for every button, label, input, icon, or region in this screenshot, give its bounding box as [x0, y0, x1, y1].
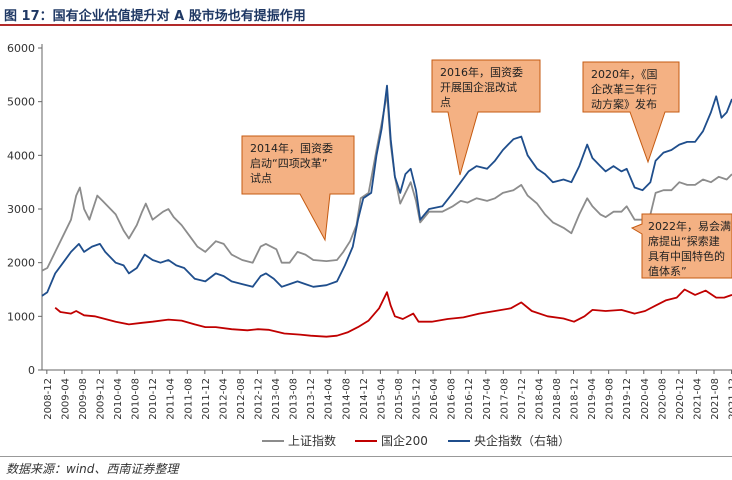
y-tick-label: 2000	[7, 257, 35, 270]
annotation-layer: 2014年，国资委启动“四项改革” 试点 2016年，国资委开展国企混改试点 2020…	[241, 59, 732, 279]
annotation-line: 2020年，《国	[591, 67, 658, 81]
x-axis: 2008-12 2009-04 2009-08 2009-12 2010-04 2010-…	[42, 369, 732, 420]
x-tick-label: 2012-04	[218, 378, 229, 420]
x-tick-label: 2012-12	[254, 378, 265, 420]
series-layer	[41, 84, 732, 338]
x-tick-label: 2021-12	[728, 378, 732, 420]
annotation-line: 值体系”	[648, 264, 687, 278]
x-tick-label: 2019-08	[605, 378, 616, 420]
annotation-text: 2014年，国资委启动“四项改革” 试点	[250, 141, 333, 185]
x-tick-label: 2008-12	[43, 378, 54, 420]
annotation-text: 2020年，《国企改革三年行动方案》发布	[591, 67, 658, 111]
series-line-gq200	[54, 288, 732, 338]
y-axis: 0 1000 2000 3000 4000 5000 6000	[7, 42, 43, 377]
x-tick-label: 2016-04	[429, 378, 440, 420]
y-tick-label: 0	[28, 364, 35, 377]
annotation-callout: 2016年，国资委开展国企混改试点	[431, 59, 541, 176]
x-tick-label: 2014-04	[324, 378, 335, 420]
annotation-callout: 2022年，易会满席提出“探索建具有中国特色的值体系”	[630, 213, 732, 279]
y-tick-label: 3000	[7, 203, 35, 216]
annotation-line: 席提出“探索建	[648, 234, 720, 248]
footer-divider	[0, 456, 732, 457]
x-tick-label: 2020-12	[675, 378, 686, 420]
x-tick-label: 2021-08	[710, 378, 721, 420]
x-tick-label: 2017-08	[499, 378, 510, 420]
x-tick-label: 2014-12	[359, 378, 370, 420]
annotation-line: 点	[440, 96, 451, 109]
x-tick-label: 2012-08	[236, 378, 247, 420]
x-tick-label: 2017-04	[482, 378, 493, 420]
legend-label-yq: 央企指数（右轴）	[474, 433, 570, 448]
source-note: 数据来源：wind、西南证券整理	[6, 462, 179, 476]
annotation-line: 企改革三年行	[591, 82, 657, 96]
x-tick-label: 2013-04	[271, 378, 282, 420]
x-tick-label: 2009-08	[78, 378, 89, 420]
annotation-line: 试点	[250, 172, 272, 185]
annotation-line: 具有中国特色的	[648, 249, 725, 263]
x-tick-label: 2016-08	[447, 378, 458, 420]
x-tick-label: 2009-04	[60, 378, 71, 420]
annotation-line: 动方案》发布	[591, 97, 657, 111]
x-tick-label: 2016-12	[464, 378, 475, 420]
y-tick-label: 5000	[7, 96, 35, 109]
series-line-yq	[41, 84, 732, 297]
x-tick-label: 2013-08	[289, 378, 300, 420]
x-tick-label: 2013-12	[306, 378, 317, 420]
legend: 上证指数 国企200 央企指数（右轴）	[262, 433, 570, 448]
y-tick-label: 4000	[7, 149, 35, 162]
annotation-box	[582, 61, 680, 164]
x-tick-label: 2011-08	[183, 378, 194, 420]
legend-label-sse: 上证指数	[288, 433, 336, 448]
title-divider	[0, 24, 732, 26]
x-tick-label: 2015-04	[376, 378, 387, 420]
x-tick-label: 2017-12	[517, 378, 528, 420]
annotation-callout: 2014年，国资委启动“四项改革” 试点	[241, 135, 355, 242]
annotation-text: 2022年，易会满席提出“探索建具有中国特色的值体系”	[648, 219, 731, 278]
annotation-line: 2014年，国资委	[250, 141, 333, 155]
figure-title: 图 17：国有企业估值提升对 A 股市场也有提振作用	[4, 9, 306, 24]
x-tick-label: 2015-08	[394, 378, 405, 420]
x-tick-label: 2015-12	[412, 378, 423, 420]
x-tick-label: 2020-04	[640, 378, 651, 420]
x-tick-label: 2011-12	[201, 378, 212, 420]
x-tick-label: 2018-08	[552, 378, 563, 420]
annotation-callout: 2020年，《国企改革三年行动方案》发布	[582, 61, 680, 164]
annotation-box	[431, 59, 541, 176]
annotation-box	[630, 213, 732, 279]
x-tick-label: 2021-04	[692, 378, 703, 420]
x-tick-label: 2009-12	[96, 378, 107, 420]
annotation-line: 开展国企混改试	[440, 80, 517, 94]
legend-label-gq200: 国企200	[381, 433, 428, 448]
x-tick-label: 2014-08	[341, 378, 352, 420]
annotation-line: 启动“四项改革”	[250, 156, 327, 170]
x-tick-label: 2019-12	[622, 378, 633, 420]
series-line-sse	[41, 92, 732, 272]
x-tick-label: 2010-08	[131, 378, 142, 420]
annotation-text: 2016年，国资委开展国企混改试点	[440, 65, 523, 109]
x-tick-label: 2018-04	[534, 378, 545, 420]
chart: 0 1000 2000 3000 4000 5000 6000 2008-12 2009-04…	[7, 42, 732, 448]
x-tick-label: 2011-04	[166, 378, 177, 420]
annotation-line: 2016年，国资委	[440, 65, 523, 79]
annotation-line: 2022年，易会满	[648, 219, 731, 233]
x-tick-label: 2019-04	[587, 378, 598, 420]
y-tick-label: 1000	[7, 310, 35, 323]
x-tick-label: 2018-12	[570, 378, 581, 420]
x-tick-label: 2020-08	[657, 378, 668, 420]
x-tick-label: 2010-12	[148, 378, 159, 420]
x-tick-label: 2010-04	[113, 378, 124, 420]
annotation-box	[241, 135, 355, 242]
y-tick-label: 6000	[7, 42, 35, 55]
